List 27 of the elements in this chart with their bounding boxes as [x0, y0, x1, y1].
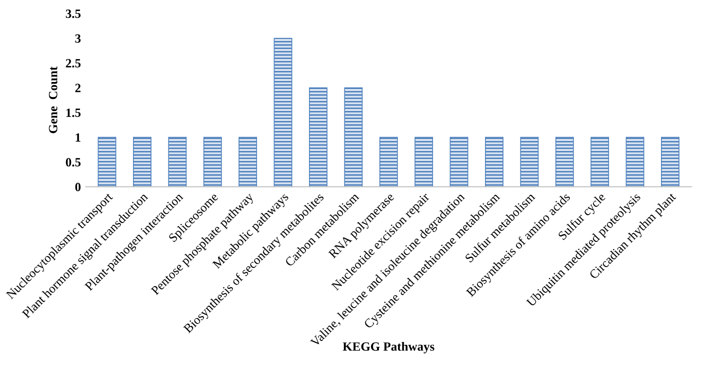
bar: [274, 38, 292, 187]
bar: [555, 136, 574, 187]
bar: [450, 136, 468, 187]
bar: [590, 136, 610, 187]
y-tick-label: 0: [75, 182, 81, 192]
bar: [238, 136, 258, 187]
y-tick-label: 1: [76, 133, 80, 142]
bar: [308, 87, 328, 187]
bar: [414, 136, 434, 187]
y-tick-label: 2: [75, 84, 80, 92]
y-tick-label: 2.5: [66, 59, 81, 68]
y-tick-label: 3.5: [66, 10, 81, 18]
bar: [520, 136, 539, 187]
y-tick-label: 3: [75, 34, 81, 43]
y-axis-title: Gene Count: [48, 66, 58, 134]
bar: [379, 136, 398, 187]
bar: [203, 136, 222, 187]
bar: [660, 136, 680, 187]
bar: [168, 136, 187, 187]
bar: [132, 136, 152, 187]
y-tick-label: 0.5: [66, 158, 81, 167]
bar: [484, 136, 504, 187]
bar: [344, 87, 363, 187]
bar: [98, 136, 116, 187]
y-tick-label: 1.5: [66, 108, 81, 118]
x-axis-title: KEGG Pathways: [342, 342, 434, 354]
bar: [626, 136, 644, 187]
